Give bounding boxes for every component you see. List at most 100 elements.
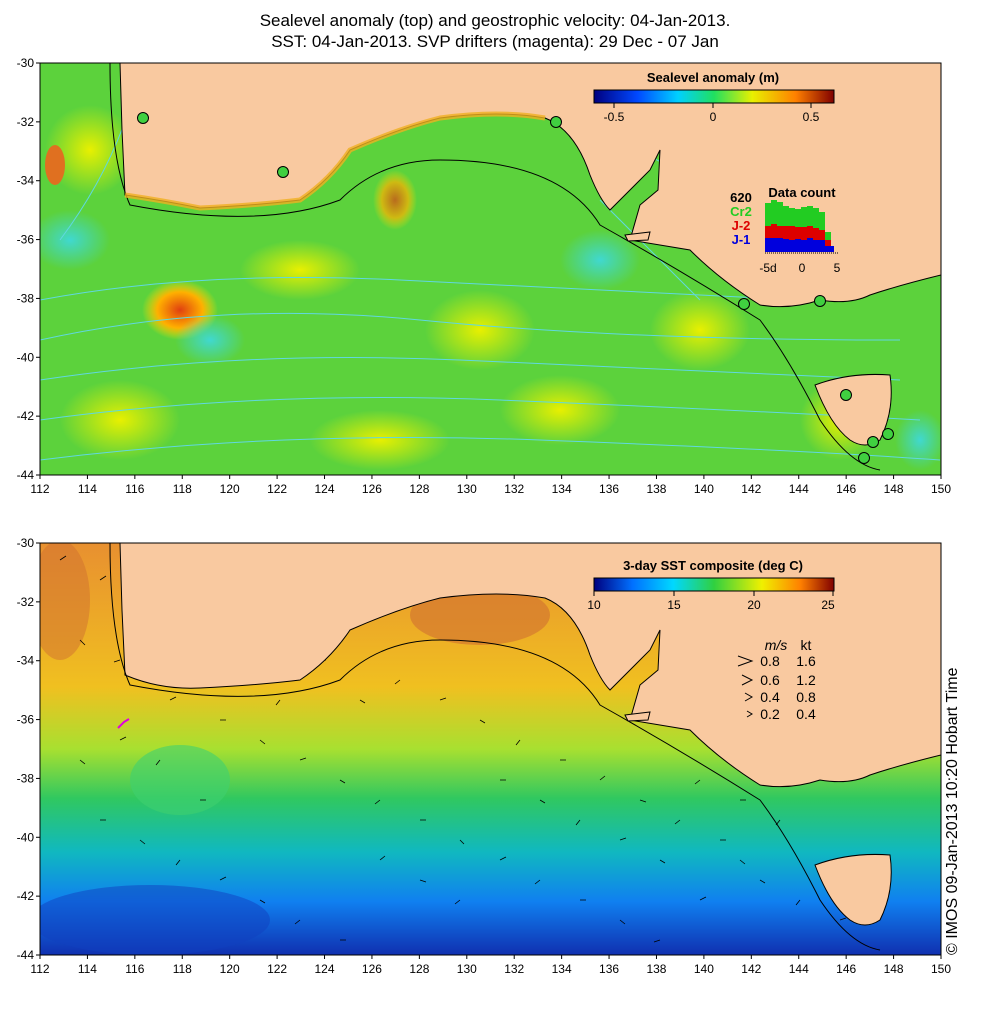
data-count-xtick: 0 <box>799 261 806 275</box>
velocity-key: m/s kt 0.8 1.6 0.6 1.2 0.4 0.8 0.2 0.4 <box>737 637 816 722</box>
velocity-key-ms: 0.2 <box>760 706 780 722</box>
ssh-shelf-break <box>109 63 881 471</box>
sst-lat-tick-label: -36 <box>17 713 35 727</box>
sealevel-lon-tick-label: 124 <box>315 482 335 496</box>
title-line-2: SST: 04-Jan-2013. SVP drifters (magenta)… <box>271 32 719 51</box>
sst-colorbar-title: 3-day SST composite (deg C) <box>623 558 803 573</box>
sealevel-lon-tick-label: 146 <box>836 482 856 496</box>
sst-lon-tick-label: 130 <box>457 962 477 976</box>
sst-colorbar: 3-day SST composite (deg C) 10 15 20 25 <box>587 558 835 612</box>
sealevel-lon-tick-label: 142 <box>741 482 761 496</box>
sealevel-lon-tick-label: 122 <box>267 482 287 496</box>
sealevel-lat-tick-label: -32 <box>17 115 35 129</box>
data-count-xtick: -5d <box>759 261 776 275</box>
sst-lon-tick-label: 138 <box>646 962 666 976</box>
velocity-key-ms: 0.6 <box>760 672 780 688</box>
sst-australia-land <box>119 543 941 788</box>
velocity-key-kt: 0.4 <box>796 706 816 722</box>
ssh-colorbar-tick: 0.5 <box>803 110 820 124</box>
sealevel-lat-tick-label: -38 <box>17 291 35 305</box>
sealevel-lon-tick-label: 150 <box>931 482 951 496</box>
data-count-bars <box>765 200 834 252</box>
sealevel-lat-tick-label: -44 <box>17 468 35 482</box>
sst-frame <box>39 542 942 956</box>
sst-panel <box>40 543 941 955</box>
sealevel-lon-tick-label: 148 <box>884 482 904 496</box>
sst-lon-tick-label: 126 <box>362 962 382 976</box>
ssh-colorbar-gradient <box>593 89 835 104</box>
tide-gauge-marker <box>882 428 894 440</box>
sealevel-lon-tick-label: 120 <box>220 482 240 496</box>
imos-credit: © IMOS 09-Jan-2013 10:20 Hobart Time <box>944 667 961 955</box>
sst-lon-tick-label: 120 <box>220 962 240 976</box>
tide-gauge-markers <box>137 112 894 464</box>
tide-gauge-marker <box>550 116 562 128</box>
sealevel-lon-tick-label: 128 <box>409 482 429 496</box>
sealevel-panel <box>40 63 941 475</box>
sealevel-lon-tick-label: 138 <box>646 482 666 496</box>
sst-lon-tick-label: 116 <box>125 962 144 976</box>
sealevel-lon-tick-label: 112 <box>30 482 49 496</box>
ssh-kangaroo-island <box>624 231 651 242</box>
data-count-series-j2: J-2 <box>732 218 751 233</box>
figure-title: Sealevel anomaly (top) and geostrophic v… <box>0 10 990 52</box>
sst-lon-tick-label: 142 <box>741 962 761 976</box>
sealevel-lat-tick-label: -40 <box>17 350 35 364</box>
data-count-xtick: 5 <box>834 261 841 275</box>
sealevel-frame <box>39 62 942 476</box>
sst-lon-tick-label: 144 <box>789 962 809 976</box>
sst-colorbar-tick: 20 <box>747 598 761 612</box>
data-count-title: Data count <box>768 185 836 200</box>
ssh-tasmania-land <box>814 373 892 446</box>
tide-gauge-marker <box>277 166 289 178</box>
velocity-key-ms: 0.4 <box>760 689 780 705</box>
sst-lon-tick-label: 148 <box>884 962 904 976</box>
sst-lon-tick-label: 140 <box>694 962 714 976</box>
sst-lat-tick-label: -30 <box>17 536 35 550</box>
tide-gauge-marker <box>814 295 826 307</box>
sst-lon-tick-label: 112 <box>30 962 49 976</box>
sst-lon-tick-label: 132 <box>504 962 524 976</box>
sealevel-lat-tick-label: -30 <box>17 56 35 70</box>
tide-gauge-marker <box>840 389 852 401</box>
sst-tasmania-land <box>814 853 892 926</box>
sst-lon-tick-label: 114 <box>78 962 97 976</box>
sealevel-lon-tick-label: 126 <box>362 482 382 496</box>
sealevel-lon-tick-label: 130 <box>457 482 477 496</box>
sealevel-lon-tick-label: 144 <box>789 482 809 496</box>
ssh-colorbar-tick: 0 <box>710 110 717 124</box>
velocity-key-kt: 1.2 <box>796 672 816 688</box>
sst-lon-tick-label: 124 <box>315 962 335 976</box>
ssh-colorbar-title: Sealevel anomaly (m) <box>647 70 779 85</box>
sst-lon-tick-label: 136 <box>599 962 619 976</box>
sealevel-lon-tick-label: 134 <box>552 482 572 496</box>
sst-lon-tick-label: 128 <box>409 962 429 976</box>
sealevel-lat-tick-label: -42 <box>17 409 35 423</box>
sst-colorbar-tick: 15 <box>667 598 681 612</box>
sst-lat-tick-label: -44 <box>17 948 35 962</box>
ssh-colorbar-tick: -0.5 <box>604 110 625 124</box>
sst-colorbar-gradient <box>593 577 835 592</box>
sealevel-lon-tick-label: 132 <box>504 482 524 496</box>
sst-colorbar-tick: 25 <box>821 598 835 612</box>
tide-gauge-marker <box>858 452 870 464</box>
sealevel-lon-tick-label: 114 <box>78 482 97 496</box>
tide-gauge-marker <box>738 298 750 310</box>
sst-colorbar-tick: 10 <box>587 598 601 612</box>
sealevel-lon-tick-label: 140 <box>694 482 714 496</box>
data-count-total: 620 <box>730 190 752 205</box>
sst-lat-tick-label: -34 <box>17 654 35 668</box>
ssh-colorbar: Sealevel anomaly (m) -0.5 0 0.5 <box>593 70 835 124</box>
sst-lat-tick-label: -32 <box>17 595 35 609</box>
svp-drifter-track <box>117 718 130 729</box>
velocity-key-ms: 0.8 <box>760 653 780 669</box>
ssh-coastal-band <box>124 111 546 211</box>
tide-gauge-marker <box>137 112 149 124</box>
sst-lon-tick-label: 122 <box>267 962 287 976</box>
title-line-1: Sealevel anomaly (top) and geostrophic v… <box>259 11 731 30</box>
velocity-key-header-ms: m/s <box>765 637 788 653</box>
sst-lat-tick-label: -40 <box>17 830 35 844</box>
